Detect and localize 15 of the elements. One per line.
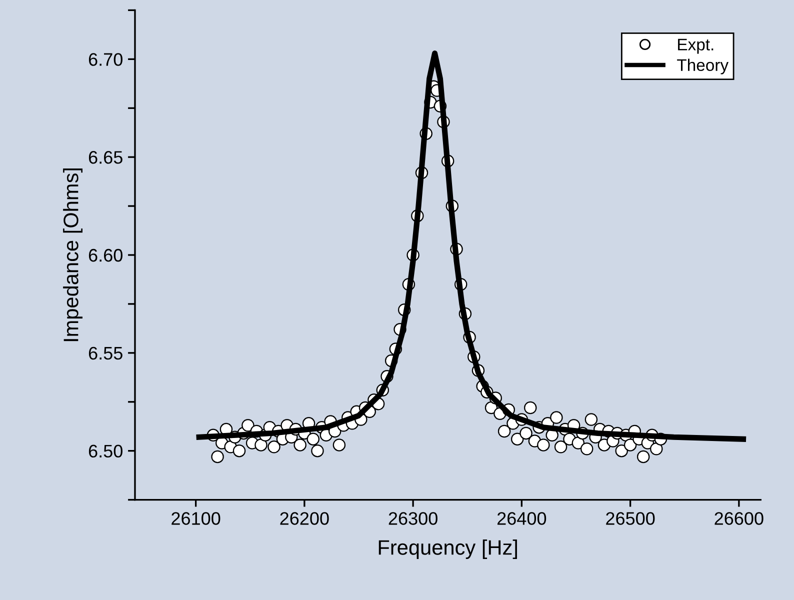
x-tick-label: 26400 (497, 512, 546, 525)
legend-label: Theory (677, 58, 729, 74)
y-tick-label: 6.70 (88, 53, 122, 66)
x-tick-label: 26100 (172, 512, 220, 525)
x-tick-label: 26200 (280, 512, 329, 525)
x-tick-label: 26500 (606, 512, 655, 525)
legend-label: Expt. (678, 38, 714, 54)
y-tick-label: 6.60 (88, 248, 122, 262)
y-tick-label: 6.55 (88, 346, 122, 360)
y-axis-title: Impedance [Ohms] (63, 168, 82, 342)
x-tick-label: 26600 (714, 512, 764, 525)
y-tick-label: 6.65 (88, 151, 122, 164)
x-axis-title: Frequency [Hz] (378, 540, 517, 559)
x-tick-label: 26300 (388, 512, 438, 525)
y-tick-label: 6.50 (88, 444, 122, 458)
